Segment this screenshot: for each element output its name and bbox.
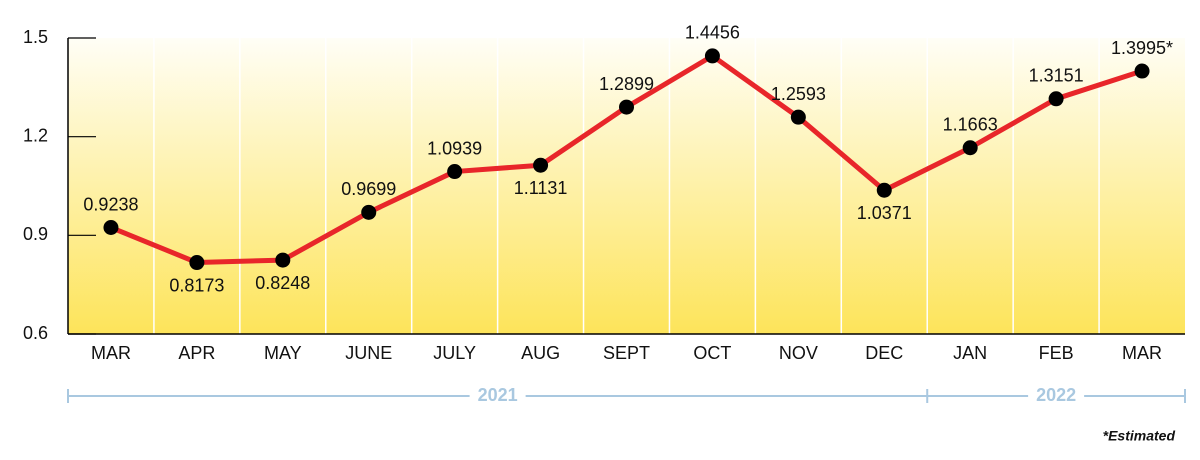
data-point [447,164,463,180]
data-label: 0.9699 [341,179,396,199]
x-tick-label: JAN [953,343,987,363]
data-label: 0.9238 [83,194,138,214]
data-label: 1.4456 [685,23,740,43]
group-label: 2022 [1036,385,1076,405]
x-tick-label: MAR [91,343,131,363]
data-point [361,204,377,220]
x-tick-label: FEB [1039,343,1074,363]
data-label: 0.8173 [169,275,224,295]
x-tick-label: JULY [433,343,476,363]
x-tick-label: OCT [693,343,731,363]
y-tick-label: 1.5 [23,27,48,47]
plot-background [68,38,1185,334]
x-tick-label: DEC [865,343,903,363]
group-label-bg [1028,385,1085,407]
data-point [1048,91,1064,107]
data-point [103,220,119,236]
y-tick-label: 1.2 [23,125,48,145]
data-label: 1.3995* [1111,38,1173,58]
x-tick-label: AUG [521,343,560,363]
x-tick-label: MAY [264,343,302,363]
data-point [275,252,291,268]
data-label: 1.3151 [1029,66,1084,86]
data-label: 1.2899 [599,74,654,94]
y-tick-label: 0.9 [23,224,48,244]
data-point [619,99,634,115]
x-tick-label: JUNE [345,343,392,363]
data-point [1134,63,1150,79]
data-point [704,48,720,64]
data-label: 1.2593 [771,84,826,104]
data-point [962,140,978,156]
group-label: 2021 [478,385,518,405]
x-tick-label: APR [178,343,215,363]
y-tick-label: 0.6 [23,323,48,343]
data-label: 0.8248 [255,273,310,293]
footnote: *Estimated [1103,428,1176,444]
data-point [790,109,806,125]
x-tick-label: MAR [1122,343,1162,363]
data-label: 1.0371 [857,203,912,223]
data-label: 1.1663 [943,115,998,135]
x-tick-label: NOV [779,343,818,363]
data-point [189,255,205,271]
data-point [876,182,892,198]
data-label: 1.1131 [514,178,568,198]
data-label: 1.0939 [427,138,482,158]
data-point [533,157,549,173]
x-tick-label: SEPT [603,343,650,363]
group-label-bg [469,385,526,407]
